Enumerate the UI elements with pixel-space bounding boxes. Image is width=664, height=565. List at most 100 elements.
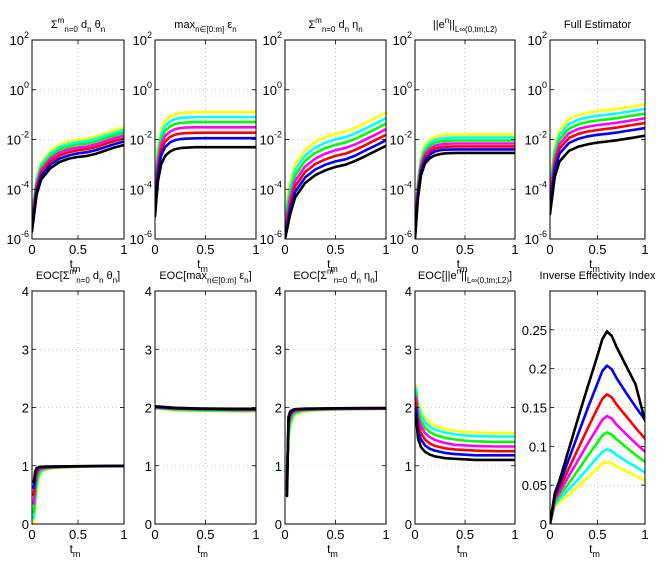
series-line-black — [32, 143, 124, 233]
y-tick-label: 10-2 — [130, 130, 152, 148]
x-tick-label: 0 — [546, 242, 553, 257]
series-line-blue — [155, 136, 256, 210]
y-tick-label: 100 — [133, 80, 152, 98]
x-axis-label: tm — [457, 257, 468, 274]
series-line-yellow — [550, 460, 645, 524]
series-group — [155, 110, 256, 218]
x-tick-label: 0.5 — [326, 242, 344, 257]
series-line-cyan — [550, 448, 645, 524]
series-line-green — [550, 431, 645, 524]
x-tick-label: 1 — [382, 242, 389, 257]
y-tick-label: 1 — [405, 459, 412, 474]
series-group — [155, 404, 256, 413]
y-tick-label: 10-6 — [7, 229, 29, 247]
x-tick-label: 1 — [511, 527, 518, 542]
series-line-red — [285, 407, 386, 485]
y-tick-label: 0 — [540, 517, 547, 532]
chart-panel-1: 0 0.5 1 10-6 10-4 10-2 100 102 Σmn=0 dn θn tm — [7, 16, 128, 274]
y-tick-label: 10-4 — [525, 179, 547, 197]
y-tick-label: 100 — [528, 80, 547, 98]
x-tick-label: 0.5 — [456, 527, 474, 542]
series-line-green — [285, 407, 386, 473]
series-line-black — [550, 330, 645, 524]
chart-title: EOC[Σmn=0 dn ηn] — [293, 267, 377, 285]
x-axis-label: tm — [589, 542, 600, 559]
series-line-magenta — [550, 116, 645, 197]
chart-title: Full Estimator — [564, 19, 632, 31]
x-tick-label: 1 — [511, 242, 518, 257]
chart-title: EOC[maxn∈[0:m] εn] — [159, 270, 251, 285]
series-line-cyan — [550, 107, 645, 188]
y-tick-label: 0.05 — [522, 478, 547, 493]
series-line-yellow — [550, 103, 645, 184]
series-line-blue — [415, 407, 515, 457]
series-line-yellow — [285, 407, 386, 468]
x-tick-label: 0 — [151, 242, 158, 257]
series-line-magenta — [415, 395, 515, 448]
y-tick-label: 10-4 — [130, 179, 152, 197]
x-axis-label: tm — [70, 257, 81, 274]
x-axis-label: tm — [589, 257, 600, 274]
x-tick-label: 0 — [28, 242, 35, 257]
series-line-black — [415, 414, 515, 462]
series-line-magenta — [155, 126, 256, 198]
y-tick-label: 1 — [22, 459, 29, 474]
series-line-yellow — [285, 111, 386, 216]
chart-panel-4: 0 0.5 1 10-6 10-4 10-2 100 102 ||en||L∞(0,tm;L2)… — [390, 16, 519, 274]
series-group — [550, 330, 645, 524]
x-tick-label: 1 — [641, 527, 648, 542]
series-line-magenta — [285, 407, 386, 479]
series-line-cyan — [415, 386, 515, 438]
chart-panel-9: 0 0.5 1 0 1 2 3 4 EOC[||en||L∞(0,tm;L2)] tm — [405, 267, 519, 559]
y-tick-label: 10-2 — [260, 130, 282, 148]
y-tick-label: 4 — [145, 284, 152, 299]
y-tick-label: 10-6 — [525, 229, 547, 247]
y-tick-label: 102 — [10, 30, 29, 48]
x-tick-label: 0 — [151, 527, 158, 542]
chart-title: EOC[||en||L∞(0,tm;L2)] — [418, 267, 512, 285]
series-line-magenta — [285, 127, 386, 232]
series-line-cyan — [285, 116, 386, 221]
series-line-blue — [285, 406, 386, 491]
series-line-red — [155, 131, 256, 204]
y-tick-label: 10-6 — [130, 229, 152, 247]
y-tick-label: 3 — [145, 342, 152, 357]
series-line-red — [32, 137, 124, 226]
x-tick-label: 1 — [641, 242, 648, 257]
chart-title: Σmn=0 dn θn — [51, 16, 105, 34]
series-line-cyan — [285, 407, 386, 462]
y-tick-label: 0 — [22, 517, 29, 532]
chart-panel-8: 0 0.5 1 0 1 2 3 4 EOC[Σmn=0 dn ηn] tm — [275, 267, 390, 559]
y-tick-label: 2 — [275, 401, 282, 416]
series-group — [550, 103, 645, 216]
x-tick-label: 1 — [252, 527, 259, 542]
x-tick-label: 0 — [411, 242, 418, 257]
y-tick-label: 100 — [263, 80, 282, 98]
chart-panel-3: 0 0.5 1 10-6 10-4 10-2 100 102 Σmn=0 dn ηn tm — [260, 16, 390, 274]
y-tick-label: 100 — [10, 80, 29, 98]
series-line-blue — [550, 126, 645, 207]
y-tick-label: 3 — [405, 342, 412, 357]
x-axis-label: tm — [197, 257, 208, 274]
x-tick-label: 0 — [411, 527, 418, 542]
series-line-cyan — [32, 464, 124, 520]
y-tick-label: 10-4 — [260, 179, 282, 197]
series-group — [415, 133, 515, 239]
x-tick-label: 0 — [546, 527, 553, 542]
y-tick-label: 4 — [22, 284, 29, 299]
y-tick-label: 0.15 — [522, 401, 547, 416]
series-group — [32, 126, 124, 233]
series-line-blue — [550, 364, 645, 524]
series-line-magenta — [550, 414, 645, 524]
series-line-black — [415, 151, 515, 239]
x-tick-label: 0.5 — [69, 242, 87, 257]
chart-title: maxn∈[0:m] εn — [174, 19, 236, 34]
chart-panel-6: 0 0.5 1 0 1 2 3 4 EOC[Σmn=0 dn θn] tm — [22, 267, 128, 559]
series-line-cyan — [155, 115, 256, 188]
series-group — [415, 384, 515, 462]
series-line-blue — [285, 139, 386, 239]
series-group — [285, 111, 386, 239]
x-tick-label: 0.5 — [196, 242, 214, 257]
chart-panel-5: 0 0.5 1 10-6 10-4 10-2 100 102 Full Estimator tm — [525, 19, 649, 274]
series-line-magenta — [32, 464, 124, 505]
